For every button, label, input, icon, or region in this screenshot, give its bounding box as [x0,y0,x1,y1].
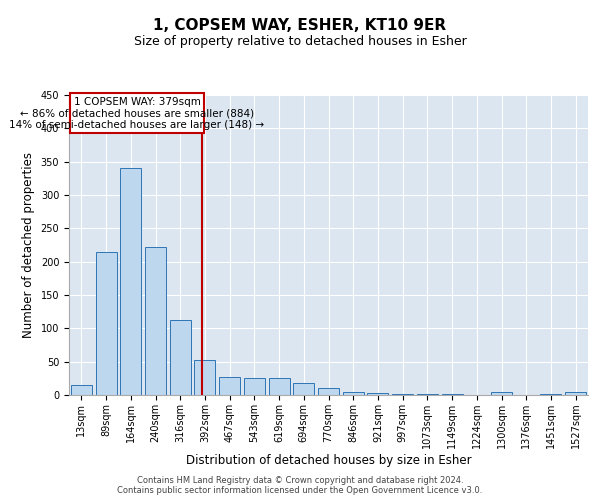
Bar [95,252,116,395]
Bar [442,394,463,395]
Bar [269,378,290,395]
Bar [170,320,191,395]
Text: ← 86% of detached houses are smaller (884): ← 86% of detached houses are smaller (88… [20,108,254,118]
Bar [244,378,265,395]
Text: 1, COPSEM WAY, ESHER, KT10 9ER: 1, COPSEM WAY, ESHER, KT10 9ER [154,18,446,32]
Bar [565,392,586,395]
Text: 1 COPSEM WAY: 379sqm: 1 COPSEM WAY: 379sqm [74,97,200,107]
Text: Size of property relative to detached houses in Esher: Size of property relative to detached ho… [134,35,466,48]
Bar [392,394,413,395]
Bar [194,360,215,395]
X-axis label: Distribution of detached houses by size in Esher: Distribution of detached houses by size … [185,454,472,467]
Text: Contains HM Land Registry data © Crown copyright and database right 2024.
Contai: Contains HM Land Registry data © Crown c… [118,476,482,495]
Y-axis label: Number of detached properties: Number of detached properties [22,152,35,338]
Bar [71,385,92,395]
Bar [293,383,314,395]
Bar [541,394,562,395]
Text: 14% of semi-detached houses are larger (148) →: 14% of semi-detached houses are larger (… [10,120,265,130]
Bar [491,392,512,395]
Bar [343,392,364,395]
Bar [145,247,166,395]
Bar [367,393,388,395]
Bar [219,377,240,395]
FancyBboxPatch shape [70,93,203,133]
Bar [318,388,339,395]
Bar [120,168,141,395]
Bar [417,394,438,395]
